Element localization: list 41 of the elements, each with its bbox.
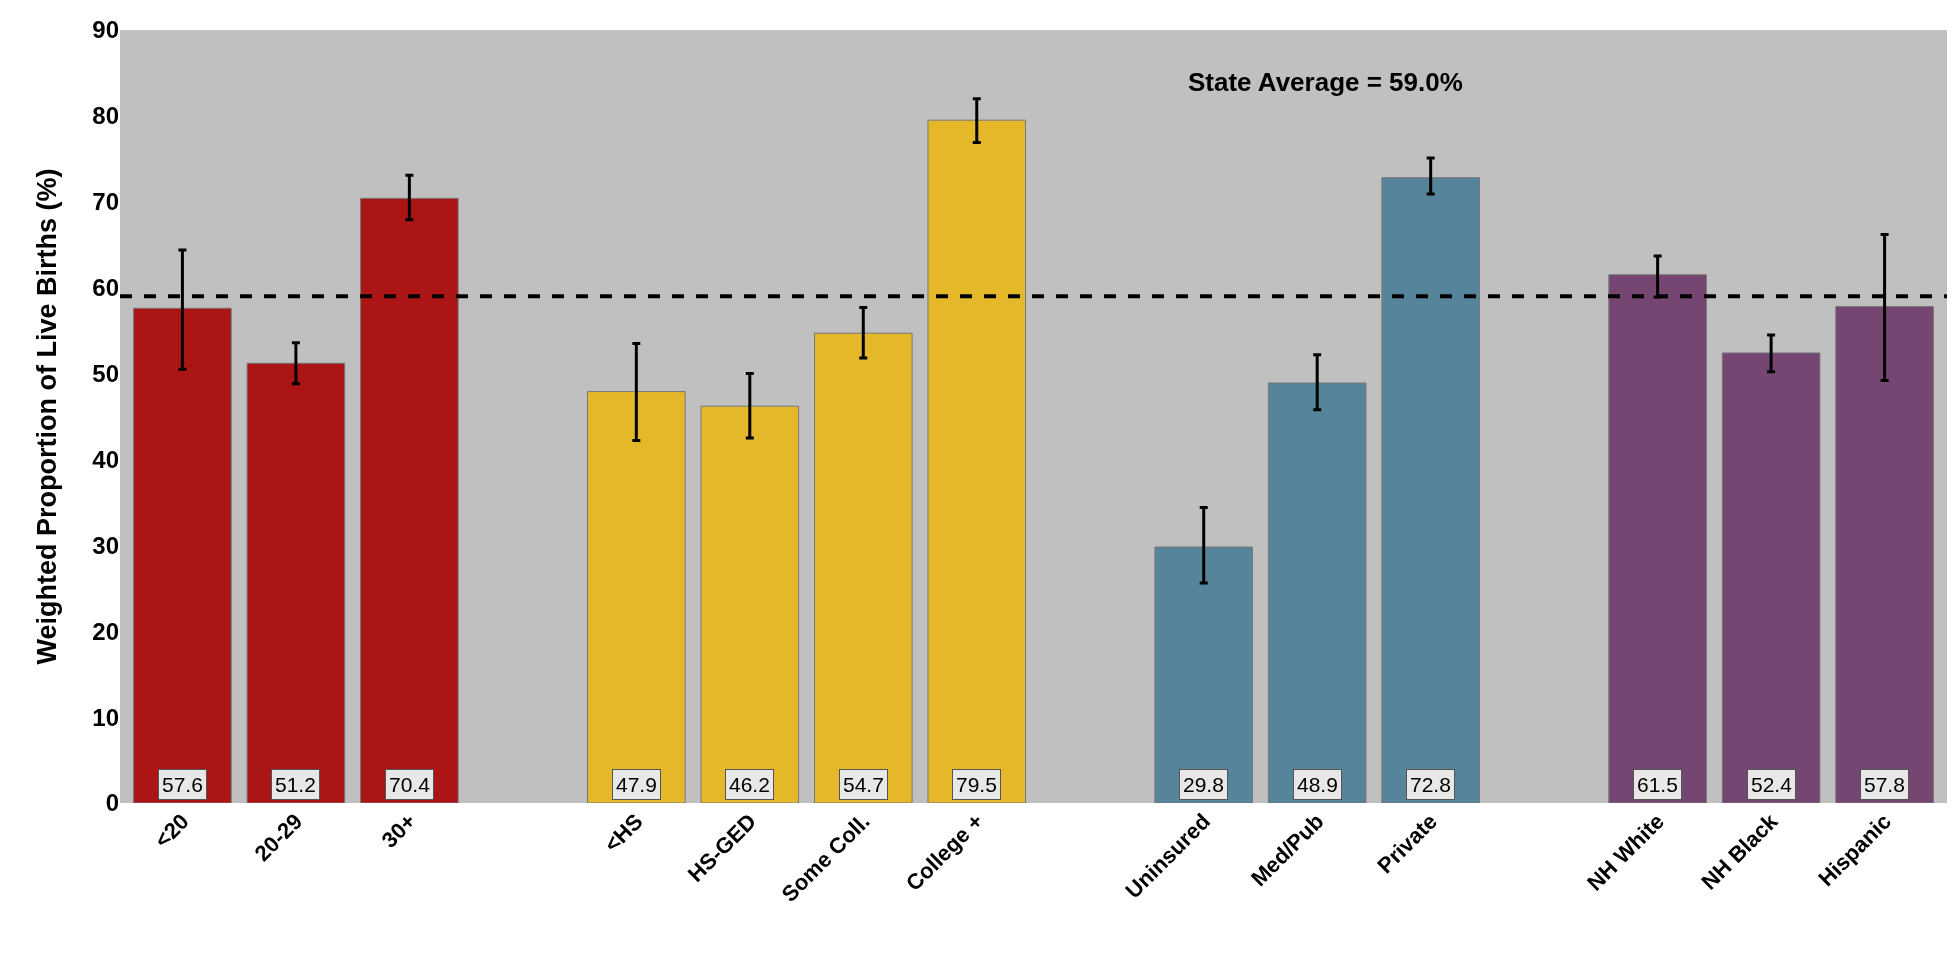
y-tick-label: 10 bbox=[92, 703, 119, 731]
bar bbox=[700, 405, 800, 803]
data-label: 57.6 bbox=[162, 773, 203, 796]
ref-line-label: State Average = 59.0% bbox=[1188, 67, 1463, 97]
data-label: 51.2 bbox=[275, 773, 316, 796]
bar bbox=[1267, 382, 1367, 803]
bar bbox=[1835, 306, 1934, 803]
y-axis-title: Weighted Proportion of Live Births (%) bbox=[32, 168, 62, 665]
data-label: 47.9 bbox=[616, 773, 657, 796]
data-label: 52.4 bbox=[1751, 773, 1793, 796]
y-tick-label: 90 bbox=[92, 16, 119, 44]
bar bbox=[133, 307, 232, 803]
data-label: 61.5 bbox=[1637, 773, 1678, 796]
x-tick-label: <HS bbox=[599, 808, 648, 858]
bar bbox=[587, 391, 686, 803]
data-label: 70.4 bbox=[389, 773, 431, 796]
bar bbox=[813, 332, 913, 803]
y-tick-label: 50 bbox=[92, 359, 119, 387]
data-label: 48.9 bbox=[1297, 773, 1338, 796]
y-tick-label: 70 bbox=[92, 188, 119, 216]
bar bbox=[1154, 546, 1254, 803]
bar bbox=[246, 362, 346, 803]
bar bbox=[1381, 177, 1480, 803]
data-label: 79.5 bbox=[956, 773, 997, 796]
x-tick-label: <20 bbox=[149, 808, 194, 853]
bar bbox=[1721, 352, 1821, 803]
data-label: 46.2 bbox=[729, 773, 770, 796]
y-tick-label: 30 bbox=[92, 531, 119, 559]
y-tick-label: 20 bbox=[92, 617, 119, 645]
y-tick-label: 60 bbox=[92, 274, 119, 302]
data-label: 72.8 bbox=[1410, 773, 1451, 796]
y-tick-label: 40 bbox=[92, 445, 119, 473]
y-tick-label: 80 bbox=[92, 102, 119, 130]
data-label: 29.8 bbox=[1183, 773, 1224, 796]
data-label: 54.7 bbox=[843, 773, 884, 796]
x-tick-label: 30+ bbox=[376, 808, 421, 853]
bar bbox=[927, 119, 1027, 803]
bar bbox=[360, 197, 459, 803]
data-label: 57.8 bbox=[1864, 773, 1905, 796]
y-tick-label: 0 bbox=[105, 789, 119, 817]
bar bbox=[1608, 274, 1707, 803]
